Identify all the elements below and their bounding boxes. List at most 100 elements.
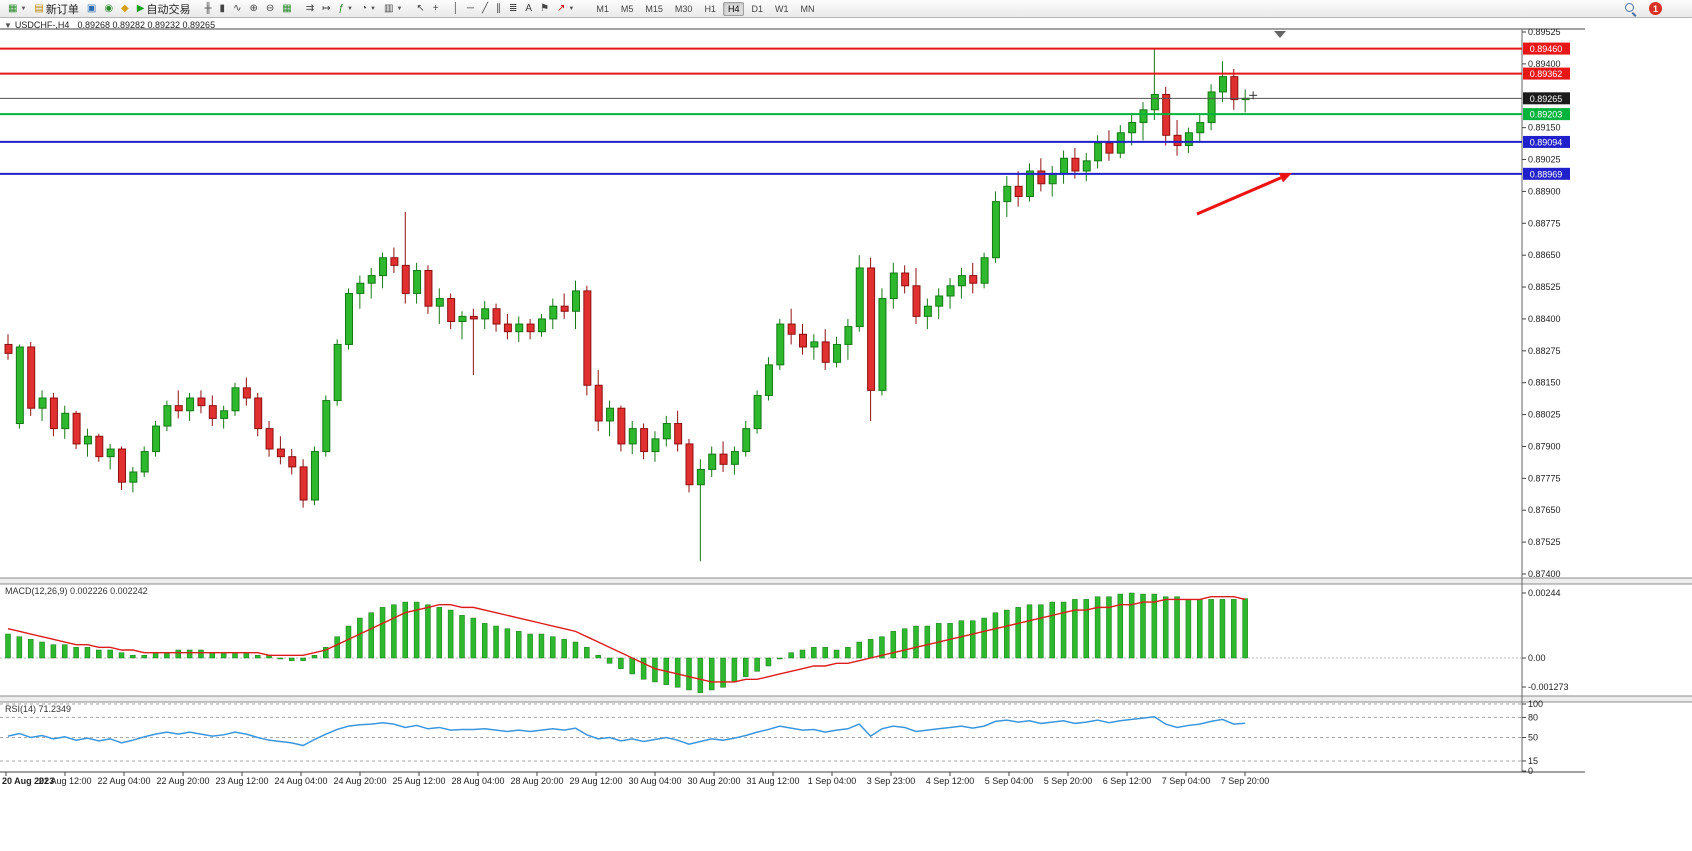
- candle-body: [764, 364, 773, 396]
- macd-bar: [402, 601, 408, 659]
- tile-windows-button[interactable]: ▦: [278, 0, 295, 18]
- chart-shift-button[interactable]: ↦: [318, 0, 334, 18]
- timeframe-group: M1 M5 M15 M30 H1 H4 D1 W1 MN: [590, 1, 820, 16]
- chart-shift-marker[interactable]: [1274, 31, 1286, 38]
- macd-bar: [890, 631, 897, 659]
- time-axis-label: 23 Aug 12:00: [215, 776, 268, 786]
- candle: [390, 247, 399, 274]
- candle: [923, 298, 932, 330]
- candle: [515, 316, 524, 342]
- candle-body: [685, 443, 694, 486]
- collapse-chart-icon[interactable]: ▼: [4, 21, 12, 30]
- crosshair-button[interactable]: +: [429, 0, 443, 18]
- timeframe-d1[interactable]: D1: [751, 3, 763, 14]
- horizontal-line-button[interactable]: ─: [463, 0, 478, 18]
- fibonacci-icon: ≣: [509, 2, 518, 14]
- candle-body: [1218, 76, 1227, 93]
- timeframe-w1[interactable]: W1: [774, 3, 789, 14]
- time-axis-label: 22 Aug 04:00: [97, 776, 150, 786]
- price-badge-box: [1523, 167, 1570, 180]
- candle-body: [163, 405, 172, 427]
- auto-scroll-button[interactable]: ⇉: [302, 0, 318, 18]
- candle-body: [242, 387, 251, 399]
- macd-bar: [1219, 599, 1226, 659]
- candle: [912, 267, 921, 325]
- refresh-button[interactable]: ◉: [100, 0, 117, 18]
- chart-shift-icon: ↦: [322, 2, 331, 14]
- channel-button[interactable]: ∥: [492, 0, 505, 18]
- candle-body: [4, 343, 13, 354]
- new-order-button[interactable]: ▤ 新订单: [30, 0, 82, 18]
- candle-body: [140, 451, 149, 473]
- timeframe-m1[interactable]: M1: [596, 3, 609, 14]
- fibonacci-button[interactable]: ≣: [505, 0, 521, 18]
- text-button[interactable]: A: [521, 0, 536, 18]
- macd-bar: [289, 657, 295, 661]
- macd-bar: [141, 655, 147, 659]
- chart-profiles-button[interactable]: ▣: [83, 0, 100, 18]
- periods-button[interactable]: ◔ ▼: [357, 0, 380, 18]
- autotrading-button[interactable]: ▶ 自动交易: [133, 0, 195, 18]
- indicators-dropdown-icon[interactable]: ▼: [347, 5, 353, 12]
- indicators-icon: ƒ: [338, 2, 345, 14]
- chart-canvas[interactable]: 0.89525 0.89400 0.89150 0.89025 0.88900 0.887…: [0, 18, 1692, 851]
- candle: [957, 267, 966, 299]
- chart-window: 0.89525 0.89400 0.89150 0.89025 0.88900 0.887…: [0, 18, 1692, 851]
- new-chart-button[interactable]: ▦ ▼: [4, 0, 30, 18]
- candle: [1241, 89, 1250, 113]
- cursor-button[interactable]: ↖: [412, 0, 428, 18]
- panel-separator[interactable]: [0, 696, 1692, 702]
- candle: [61, 405, 70, 439]
- templates-dropdown-icon[interactable]: ▼: [396, 5, 403, 12]
- indicators-button[interactable]: ƒ ▼: [334, 0, 357, 18]
- price-tick-label: 0.87775: [1528, 473, 1561, 483]
- trendline-button[interactable]: ╱: [478, 0, 492, 18]
- zoom-in-button[interactable]: ⊕: [245, 0, 261, 18]
- candle-body: [583, 290, 592, 386]
- candle: [174, 390, 183, 419]
- templates-button[interactable]: ▥ ▼: [380, 0, 406, 18]
- candle: [991, 191, 1000, 263]
- panel-separator[interactable]: [0, 578, 1692, 584]
- chart-bars-button[interactable]: ╫: [200, 0, 215, 18]
- macd-bar: [674, 657, 681, 688]
- candle-body: [503, 323, 512, 333]
- price-badge-box: [1523, 42, 1570, 55]
- macd-bar: [765, 657, 772, 667]
- text-label-button[interactable]: ⚑: [536, 0, 553, 18]
- timeframe-h1[interactable]: H1: [704, 3, 716, 14]
- candle-body: [1094, 142, 1103, 162]
- candle: [49, 392, 58, 437]
- zoom-out-button[interactable]: ⊖: [262, 0, 278, 18]
- arrows-tool-dropdown-icon[interactable]: ▼: [568, 5, 575, 12]
- chart-line-button[interactable]: ∿: [229, 0, 245, 18]
- search-button[interactable]: [1621, 0, 1641, 18]
- new-chart-dropdown-icon[interactable]: ▼: [20, 5, 27, 12]
- candle: [299, 459, 308, 508]
- time-axis-label: 21 Aug 12:00: [38, 776, 91, 786]
- candle: [651, 431, 660, 462]
- time-axis-label: 4 Sep 12:00: [926, 776, 975, 786]
- macd-bar: [1004, 609, 1010, 659]
- notification-badge[interactable]: 1: [1649, 2, 1662, 15]
- arrows-tool-button[interactable]: ↗ ▼: [553, 0, 578, 18]
- autotrading-icon: ▶: [136, 2, 145, 14]
- timeframe-mn[interactable]: MN: [800, 3, 815, 14]
- vertical-line-button[interactable]: │: [449, 0, 463, 18]
- candle-body: [1207, 91, 1216, 124]
- chart-candles-button[interactable]: ▮: [216, 0, 230, 18]
- candle: [526, 318, 535, 340]
- metaeditor-button[interactable]: ◆: [117, 0, 133, 18]
- timeframe-h4[interactable]: H4: [722, 1, 745, 16]
- candle-body: [1196, 122, 1205, 134]
- trend-arrow-annotation[interactable]: [1196, 173, 1292, 216]
- autotrading-label: 自动交易: [146, 3, 191, 16]
- timeframe-m15[interactable]: M15: [645, 3, 663, 14]
- macd-bar: [481, 623, 488, 659]
- timeframe-m5[interactable]: M5: [620, 3, 634, 14]
- candle-body: [276, 448, 285, 458]
- macd-bar: [436, 607, 443, 659]
- periods-dropdown-icon[interactable]: ▼: [370, 5, 376, 12]
- price-badge-text: 0.88969: [1530, 169, 1563, 179]
- timeframe-m30[interactable]: M30: [674, 3, 693, 14]
